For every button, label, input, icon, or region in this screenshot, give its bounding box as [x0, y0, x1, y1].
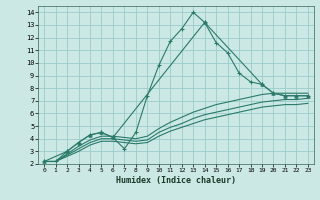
- X-axis label: Humidex (Indice chaleur): Humidex (Indice chaleur): [116, 176, 236, 185]
